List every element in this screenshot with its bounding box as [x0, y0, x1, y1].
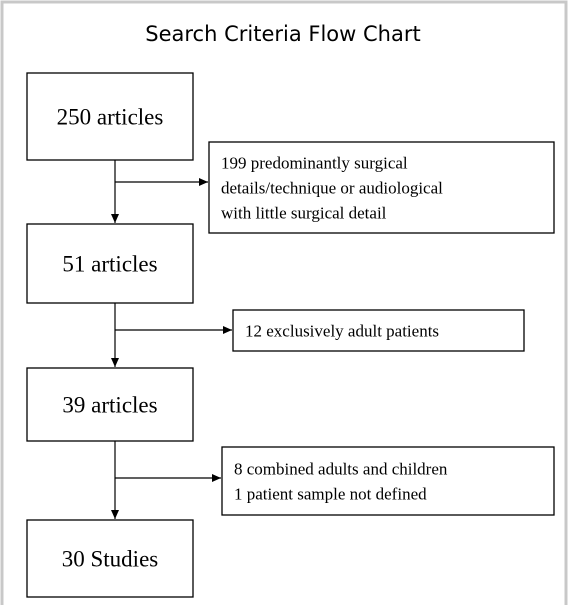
node-label: 39 articles: [62, 393, 157, 418]
node-box: [26, 223, 194, 304]
node-label: 51 articles: [62, 252, 157, 277]
node-box: [26, 72, 194, 161]
exclusion-text: details/technique or audiological: [221, 179, 443, 198]
node-box: [26, 519, 194, 598]
exclusion-text: with little surgical detail: [221, 204, 387, 223]
title: Search Criteria Flow Chart: [145, 22, 420, 46]
exclusion-box: [208, 141, 555, 234]
node-label: 30 Studies: [62, 547, 159, 572]
node-box: [26, 367, 194, 442]
node-label: 250 articles: [57, 105, 164, 130]
exclusion-text: 12 exclusively adult patients: [245, 322, 439, 341]
exclusion-text: 1 patient sample not defined: [234, 485, 427, 504]
exclusion-box: [232, 309, 525, 352]
exclusion-text: 8 combined adults and children: [234, 460, 448, 479]
exclusion-box: [221, 446, 555, 516]
exclusion-text: 199 predominantly surgical: [221, 154, 408, 173]
